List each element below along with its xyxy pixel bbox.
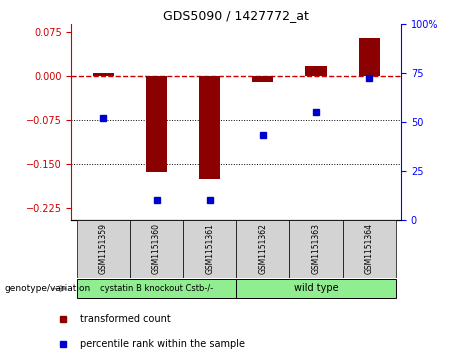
Bar: [252, 76, 273, 82]
Bar: [343, 220, 396, 278]
Text: GSM1151362: GSM1151362: [258, 223, 267, 274]
Bar: [236, 279, 396, 298]
Bar: [290, 220, 343, 278]
Bar: [359, 38, 380, 76]
Bar: [199, 76, 220, 179]
Text: GSM1151364: GSM1151364: [365, 223, 374, 274]
Text: GSM1151359: GSM1151359: [99, 223, 108, 274]
Bar: [77, 220, 130, 278]
Bar: [236, 220, 290, 278]
Bar: [183, 220, 236, 278]
Bar: [305, 66, 327, 76]
Text: GSM1151363: GSM1151363: [312, 223, 320, 274]
Title: GDS5090 / 1427772_at: GDS5090 / 1427772_at: [163, 9, 309, 23]
Bar: [77, 279, 236, 298]
Text: GSM1151360: GSM1151360: [152, 223, 161, 274]
Bar: [93, 73, 114, 76]
Text: GSM1151361: GSM1151361: [205, 223, 214, 274]
Text: genotype/variation: genotype/variation: [5, 284, 91, 293]
Text: cystatin B knockout Cstb-/-: cystatin B knockout Cstb-/-: [100, 284, 213, 293]
Text: percentile rank within the sample: percentile rank within the sample: [80, 339, 245, 348]
Text: transformed count: transformed count: [80, 314, 171, 324]
Bar: [146, 76, 167, 172]
Bar: [130, 220, 183, 278]
Text: wild type: wild type: [294, 283, 338, 293]
